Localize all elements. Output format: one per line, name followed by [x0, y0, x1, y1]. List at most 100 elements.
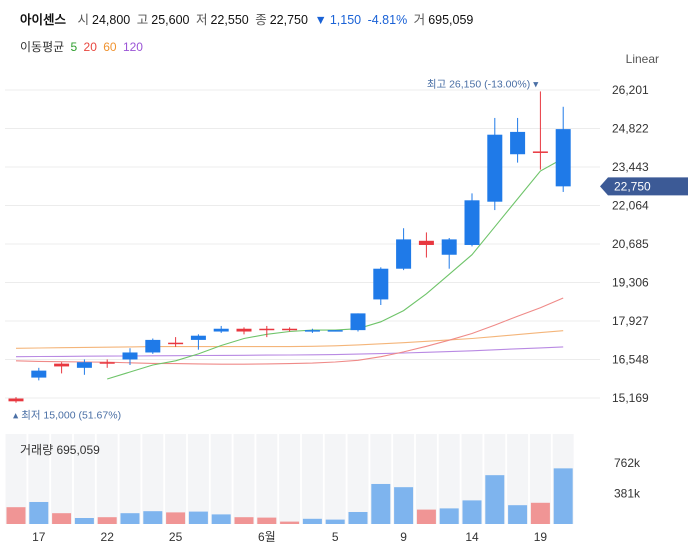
- change-value: 1,150: [329, 13, 362, 27]
- current-price-tag: [600, 177, 688, 196]
- ma120-line: [15, 346, 564, 358]
- candle-body: [8, 398, 24, 402]
- date-axis-label: 14: [465, 530, 479, 544]
- candle-body: [99, 362, 115, 364]
- close-value: 22,750: [269, 13, 308, 27]
- volume-bg-column: [507, 434, 529, 524]
- candle-body: [418, 240, 434, 245]
- volume-bg-column: [165, 434, 187, 524]
- volume-bar: [74, 517, 94, 524]
- candle-body: [487, 134, 503, 202]
- volume-axis-label: 762k: [614, 456, 641, 470]
- candle-body: [168, 342, 184, 345]
- date-axis-label: 6월: [258, 530, 276, 544]
- volume-bar: [29, 501, 49, 524]
- volume-bg-column: [279, 434, 301, 524]
- volume-bar: [120, 513, 140, 524]
- volume-bg-column: [142, 434, 164, 524]
- volume-bar: [371, 483, 391, 524]
- date-axis-label: 17: [32, 530, 46, 544]
- volume-bg-column: [233, 434, 255, 524]
- ma60-line: [15, 330, 564, 349]
- volume-bar: [325, 519, 345, 524]
- price-axis-label: 16,548: [612, 353, 649, 367]
- volume-bg-column: [96, 434, 118, 524]
- volume-bar: [439, 508, 459, 524]
- date-axis-label: 9: [400, 530, 407, 544]
- candle-body: [190, 335, 206, 340]
- volume-bar: [553, 468, 573, 524]
- low-label: 저: [195, 13, 208, 27]
- down-triangle-icon: ▼: [314, 13, 327, 27]
- volume-bar: [211, 514, 231, 524]
- price-axis-label: 17,927: [612, 314, 649, 328]
- price-axis-label: 22,064: [612, 199, 649, 213]
- volume-bg-column: [256, 434, 278, 524]
- volume-bg-column: [529, 434, 551, 524]
- volume-bar: [302, 518, 322, 524]
- candle-body: [555, 129, 571, 187]
- close-label: 종: [255, 13, 267, 27]
- price-axis-label: 26,201: [612, 83, 649, 97]
- volume-bar: [166, 512, 186, 524]
- volume-axis-label: 381k: [614, 487, 641, 501]
- volume-bg-column: [51, 434, 73, 524]
- candle-body: [304, 330, 320, 332]
- ma-20-label: 20: [83, 40, 97, 54]
- ma-60-label: 60: [103, 40, 117, 54]
- ma-120-label: 120: [122, 40, 143, 54]
- volume-bg-column: [73, 434, 95, 524]
- candle-body: [327, 330, 343, 332]
- moving-average-legend[interactable]: 이동평균 5 20 60 120: [20, 38, 146, 55]
- candle-body: [213, 328, 229, 332]
- volume-bg-column: [301, 434, 323, 524]
- volume-bar: [508, 505, 528, 524]
- candle-body: [532, 151, 548, 153]
- candle-body: [259, 328, 275, 331]
- volume-bg-column: [324, 434, 346, 524]
- volume-bar: [485, 475, 505, 524]
- date-axis-label: 19: [534, 530, 548, 544]
- volume-bar: [188, 511, 208, 524]
- volume-panel-label: 거래량 695,059: [20, 443, 100, 457]
- volume-bg-column: [119, 434, 141, 524]
- volume-bar: [234, 517, 254, 524]
- open-value: 24,800: [92, 13, 131, 27]
- candle-body: [373, 268, 389, 300]
- quote-header: 아이센스 시 24,800 고 25,600 저 22,550 종 22,750 ▼ 1,…: [20, 9, 476, 28]
- volume-bar: [6, 507, 26, 524]
- stock-name: 아이센스: [20, 13, 67, 27]
- volume-bg-column: [438, 434, 460, 524]
- price-axis-label: 23,443: [612, 160, 649, 174]
- candle-body: [510, 131, 526, 155]
- date-axis-label: 25: [169, 530, 183, 544]
- volume-bg-column: [28, 434, 50, 524]
- volume-bar: [348, 511, 368, 524]
- volume-bg-column: [347, 434, 369, 524]
- candle-body: [54, 363, 70, 367]
- volume-bg-column: [415, 434, 437, 524]
- scale-toggle[interactable]: Linear: [625, 52, 659, 66]
- ma-5-label: 5: [70, 40, 78, 54]
- volume-bar: [416, 509, 436, 524]
- volume-bar: [280, 521, 300, 524]
- change-percent: -4.81%: [367, 13, 408, 27]
- price-axis-label: 20,685: [612, 237, 649, 251]
- high-annotation: 최고 26,150 (-13.00%) ▾: [427, 78, 539, 90]
- high-label: 고: [136, 13, 149, 27]
- candle-body: [464, 200, 480, 245]
- volume-bar: [52, 513, 72, 524]
- candle-body: [350, 313, 366, 331]
- date-axis-label: 5: [332, 530, 339, 544]
- volume-bar: [394, 487, 414, 524]
- date-axis-label: 22: [101, 530, 115, 544]
- candle-body: [441, 239, 457, 255]
- volume-bg-column: [187, 434, 209, 524]
- ma-legend-label: 이동평균: [20, 40, 65, 54]
- price-axis-label: 15,169: [612, 391, 649, 405]
- volume-label: 거: [413, 13, 426, 27]
- volume-bg-column: [5, 434, 27, 524]
- candle-body: [396, 239, 412, 269]
- candle-body: [31, 370, 47, 378]
